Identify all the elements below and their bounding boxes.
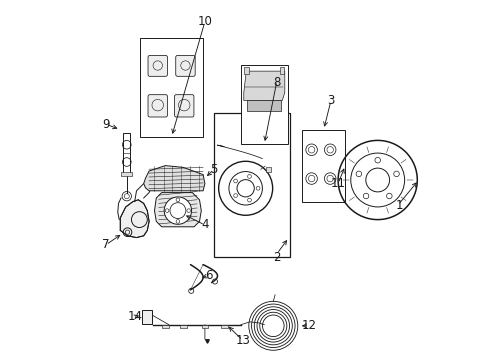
Bar <box>121 172 132 176</box>
Text: 10: 10 <box>197 15 212 28</box>
Polygon shape <box>143 166 204 191</box>
Text: 11: 11 <box>330 177 345 190</box>
Polygon shape <box>244 71 284 100</box>
Circle shape <box>164 197 191 224</box>
Text: 13: 13 <box>235 334 250 347</box>
Text: 9: 9 <box>102 118 109 131</box>
Polygon shape <box>247 100 281 111</box>
Text: 4: 4 <box>201 219 208 231</box>
Bar <box>201 325 208 328</box>
Bar <box>241 65 287 144</box>
Text: 12: 12 <box>301 319 316 332</box>
Polygon shape <box>154 193 201 227</box>
FancyBboxPatch shape <box>174 95 194 117</box>
Bar <box>180 325 186 328</box>
FancyBboxPatch shape <box>148 55 167 76</box>
Bar <box>221 325 227 328</box>
FancyBboxPatch shape <box>148 95 167 117</box>
Text: 6: 6 <box>204 269 212 282</box>
Text: 14: 14 <box>127 310 142 323</box>
Text: 2: 2 <box>273 251 280 264</box>
Bar <box>265 166 270 172</box>
Text: 5: 5 <box>210 163 217 176</box>
Text: 7: 7 <box>102 238 109 251</box>
Polygon shape <box>120 200 149 238</box>
Bar <box>140 38 203 137</box>
Text: 3: 3 <box>326 94 334 107</box>
Bar <box>302 130 345 202</box>
Text: 8: 8 <box>273 76 280 89</box>
Bar <box>142 310 152 324</box>
FancyBboxPatch shape <box>175 55 195 76</box>
Bar <box>279 67 284 74</box>
Bar <box>162 325 168 328</box>
Text: 1: 1 <box>395 199 402 212</box>
Bar <box>244 67 248 74</box>
Bar <box>213 113 289 257</box>
